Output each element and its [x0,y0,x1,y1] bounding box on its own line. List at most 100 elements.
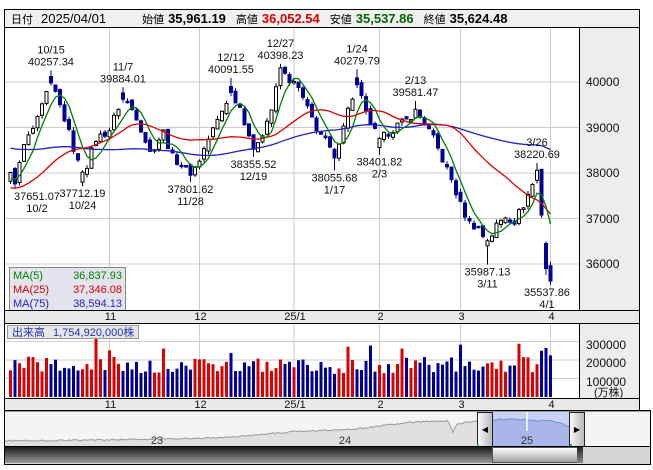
annotation-date: 3/26 [526,137,547,149]
month-tick-label: 2 [377,399,384,411]
volume-total-box: 出来高 1,754,920,000株 [7,325,140,339]
volume-total-value: 1,754,920,000株 [53,327,135,339]
ma75-line [10,123,551,157]
volume-unit-label: (万株) [594,387,624,399]
ma5-value: 36,837.93 [73,270,122,282]
annotation-value: 37712.19 [60,188,106,200]
volume-label: 出来高 [12,327,45,339]
price-x-axis: 11 12 25/1 2 3 4 [4,310,640,324]
annotation-value: 38401.82 [357,157,403,169]
annotation-value: 37801.62 [168,184,214,196]
month-tick-label: 12 [194,311,207,323]
candles [8,63,553,286]
ma5-legend-row: MA(5) 36,837.93 [13,269,122,283]
ma25-label: MA(25) [13,284,50,296]
annotation-value: 40279.79 [334,55,380,67]
volume-tick-label: 200000 [586,356,627,370]
close-value: 35,624.48 [449,11,508,26]
range-navigator[interactable]: 23 24 25 ◀ ▶ [4,410,651,465]
volume-tick-label: 300000 [586,337,627,352]
month-tick-label: 2 [377,311,384,323]
ma25-line [10,109,551,215]
annotation-date: 12/12 [217,52,245,64]
quote-header-bar: 日付 2025/04/01 始値 35,961.19 高値 36,052.54 … [4,9,640,28]
right-arrow-icon: ▶ [573,425,581,434]
navigator-year-labels: 23 24 25 [151,435,533,447]
high-label: 高値 [235,13,258,26]
ma25-value: 37,346.08 [73,284,122,296]
volume-tick-label: 100000 [586,374,627,389]
annotation-date: 1/17 [324,184,345,196]
volume-plot[interactable] [5,324,579,398]
ma5-label: MA(5) [13,270,43,282]
ma75-value: 38,594.13 [73,298,122,310]
low-label: 安値 [329,13,352,26]
annotation-date: 3/11 [477,279,498,291]
annotation-value: 39581.47 [393,87,439,99]
annotation-value: 37651.07 [14,191,60,203]
annotation-date: 10/15 [37,44,65,56]
annotation-date: 10/24 [69,200,97,212]
year-label: 24 [339,435,351,447]
volume-y-axis: 300000 200000 100000 (万株) [579,324,639,399]
date-label: 日付 [11,13,33,26]
price-tick-label: 39000 [586,120,620,135]
annotation-date: 2/13 [405,75,426,87]
scroll-right-button[interactable]: ▶ [569,412,585,447]
annotation-value: 40257.34 [28,56,74,68]
moving-average-legend: MA(5) 36,837.93 MA(25) 37,346.08 MA(75) … [9,267,126,313]
month-tick-label: 25/1 [284,311,306,323]
ma75-label: MA(75) [13,298,50,310]
month-tick-label: 12 [194,399,207,411]
navigator-mini-chart[interactable]: 23 24 25 [5,411,650,447]
close-label: 終値 [423,13,446,26]
month-tick-label: 3 [458,399,465,411]
scrollbar-notch [577,447,583,463]
annotation-date: 1/24 [346,43,367,55]
navigator-line [5,418,572,443]
annotation-date: 10/2 [26,203,47,215]
scrollbar-thumb[interactable] [492,447,579,463]
year-label: 23 [151,435,163,447]
ma25-legend-row: MA(25) 37,346.08 [13,283,122,297]
annotation-value: 38055.68 [312,172,358,184]
price-tick-label: 36000 [586,257,620,271]
annotation-date: 2/3 [372,169,387,181]
price-tick-label: 40000 [586,75,620,89]
high-value: 36,052.54 [261,11,320,26]
scrollbar-track[interactable] [5,446,650,464]
open-value: 35,961.19 [168,11,226,26]
month-tick-label: 11 [104,399,117,411]
ma75-legend-row: MA(75) 38,594.13 [13,297,122,311]
low-value: 35,537.86 [355,11,414,26]
price-gridlines [5,28,579,310]
month-tick-label: 4 [548,311,555,323]
candlestick-chart-panel[interactable]: 37651.07 10/2 10/15 40257.34 37712.19 10/24 11… [4,27,640,311]
scroll-left-button[interactable]: ◀ [477,412,493,447]
annotation-date: 4/1 [539,299,554,310]
annotation-date: 12/19 [240,171,268,183]
annotation-value: 35537.86 [524,287,570,299]
month-tick-label: 11 [104,311,117,323]
left-arrow-icon: ◀ [481,425,489,434]
scrollbar-used-range[interactable] [5,447,492,463]
open-label: 始値 [142,13,165,26]
annotation-date: 12/27 [267,38,295,50]
date-value: 2025/04/01 [41,11,107,26]
annotation-value: 39884.01 [100,73,146,85]
month-tick-label: 25/1 [284,399,306,411]
volume-bars [9,338,552,397]
annotation-value: 40398.23 [258,50,304,62]
price-tick-label: 38000 [586,166,620,180]
month-tick-label: 4 [548,399,555,411]
price-y-axis: 40000 39000 38000 37000 36000 [579,28,639,310]
annotation-value: 38220.69 [514,149,560,161]
month-tick-label: 3 [458,311,465,323]
annotation-date: 11/28 [177,196,204,208]
annotation-date: 11/7 [113,61,134,73]
price-tick-label: 37000 [586,211,620,226]
ma5-line [10,77,552,235]
annotation-value: 38355.52 [231,159,277,171]
